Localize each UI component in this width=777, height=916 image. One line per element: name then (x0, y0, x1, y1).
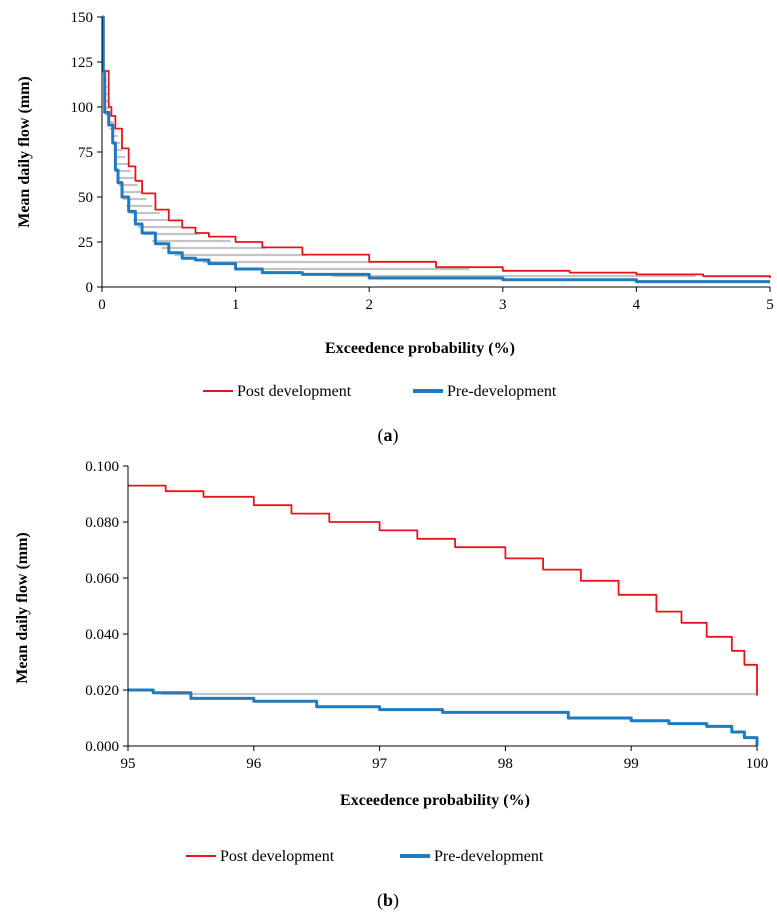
chart-b-x-tick-label: 100 (746, 756, 769, 772)
chart-a-x-axis-title: Exceedence probability (%) (325, 340, 515, 357)
chart-a-y-tick-label: 150 (71, 10, 94, 26)
chart-b-panel-label: (b) (377, 890, 399, 911)
chart-b-y-tick-label: 0.060 (85, 571, 119, 587)
chart-b-legend-pre-label: Pre-development (434, 848, 544, 865)
chart-b-series (128, 484, 759, 746)
chart-a-x-tick-label: 4 (633, 297, 641, 313)
chart-b-x-tick-label: 98 (498, 756, 513, 772)
chart-a-x-tick-label: 3 (499, 297, 507, 313)
chart-b-y-tick-label: 0.040 (85, 627, 119, 643)
chart-a-series (101, 15, 771, 284)
chart-b-y-tick-label: 0.080 (85, 515, 119, 531)
chart-a-panel-label: (a) (378, 425, 399, 446)
chart-b-x-axis-title: Exceedence probability (%) (340, 792, 530, 809)
chart-a-x-tick-label: 0 (98, 297, 106, 313)
chart-a-x-tick-label: 1 (232, 297, 240, 313)
chart-b-y-tick-label: 0.000 (85, 739, 119, 755)
chart-a-series-post-development-line (106, 70, 771, 278)
chart-b-x-tick-label: 96 (246, 756, 262, 772)
chart-a-y-tick-label: 75 (78, 145, 93, 161)
chart-a-shading (103, 78, 696, 278)
chart-b-x-tick-label: 97 (372, 756, 388, 772)
chart-a-series-pre-development-line (101, 15, 770, 284)
chart-b-y-tick-label: 0.020 (85, 683, 119, 699)
chart-a-y-tick-label: 100 (71, 100, 94, 116)
chart-a-legend-pre-label: Pre-development (447, 383, 557, 400)
chart-b-x-tick-label: 99 (624, 756, 639, 772)
chart-a-legend-post-label: Post development (237, 383, 352, 400)
chart-b-series-post-development-line (128, 484, 758, 696)
chart-a-y-tick-label: 125 (71, 55, 94, 71)
chart-b-legend-post-label: Post development (220, 848, 335, 865)
chart-b-panel-letter: b (383, 890, 393, 910)
chart-a-x-tick-label: 5 (766, 297, 774, 313)
chart-a-y-tick-label: 0 (86, 280, 94, 296)
chart-b-series-pre-development-line (128, 688, 759, 746)
chart-b-ticks: 95 96 97 98 99 100 0.000 0.020 0.040 0.060 0.080 0.… (85, 459, 768, 772)
chart-a-y-tick-label: 50 (78, 190, 93, 206)
chart-b-axes (127, 466, 757, 747)
chart-b-y-tick-label: 0.100 (85, 459, 119, 475)
chart-b-y-axis-title: Mean daily flow (mm) (14, 532, 31, 684)
chart-b: 95 96 97 98 99 100 0.000 0.020 0.040 0.060 0.080 0.… (14, 459, 768, 911)
chart-a-x-tick-label: 2 (365, 297, 373, 313)
chart-b-x-tick-label: 95 (121, 756, 136, 772)
chart-a-panel-letter: a (384, 425, 393, 445)
chart-a-legend: Post development Pre-development (203, 383, 557, 400)
chart-b-legend: Post development Pre-development (186, 848, 544, 865)
chart-a-y-axis-title: Mean daily flow (mm) (16, 76, 33, 228)
chart-a-axes (101, 17, 770, 288)
chart-a-y-tick-label: 25 (78, 235, 93, 251)
